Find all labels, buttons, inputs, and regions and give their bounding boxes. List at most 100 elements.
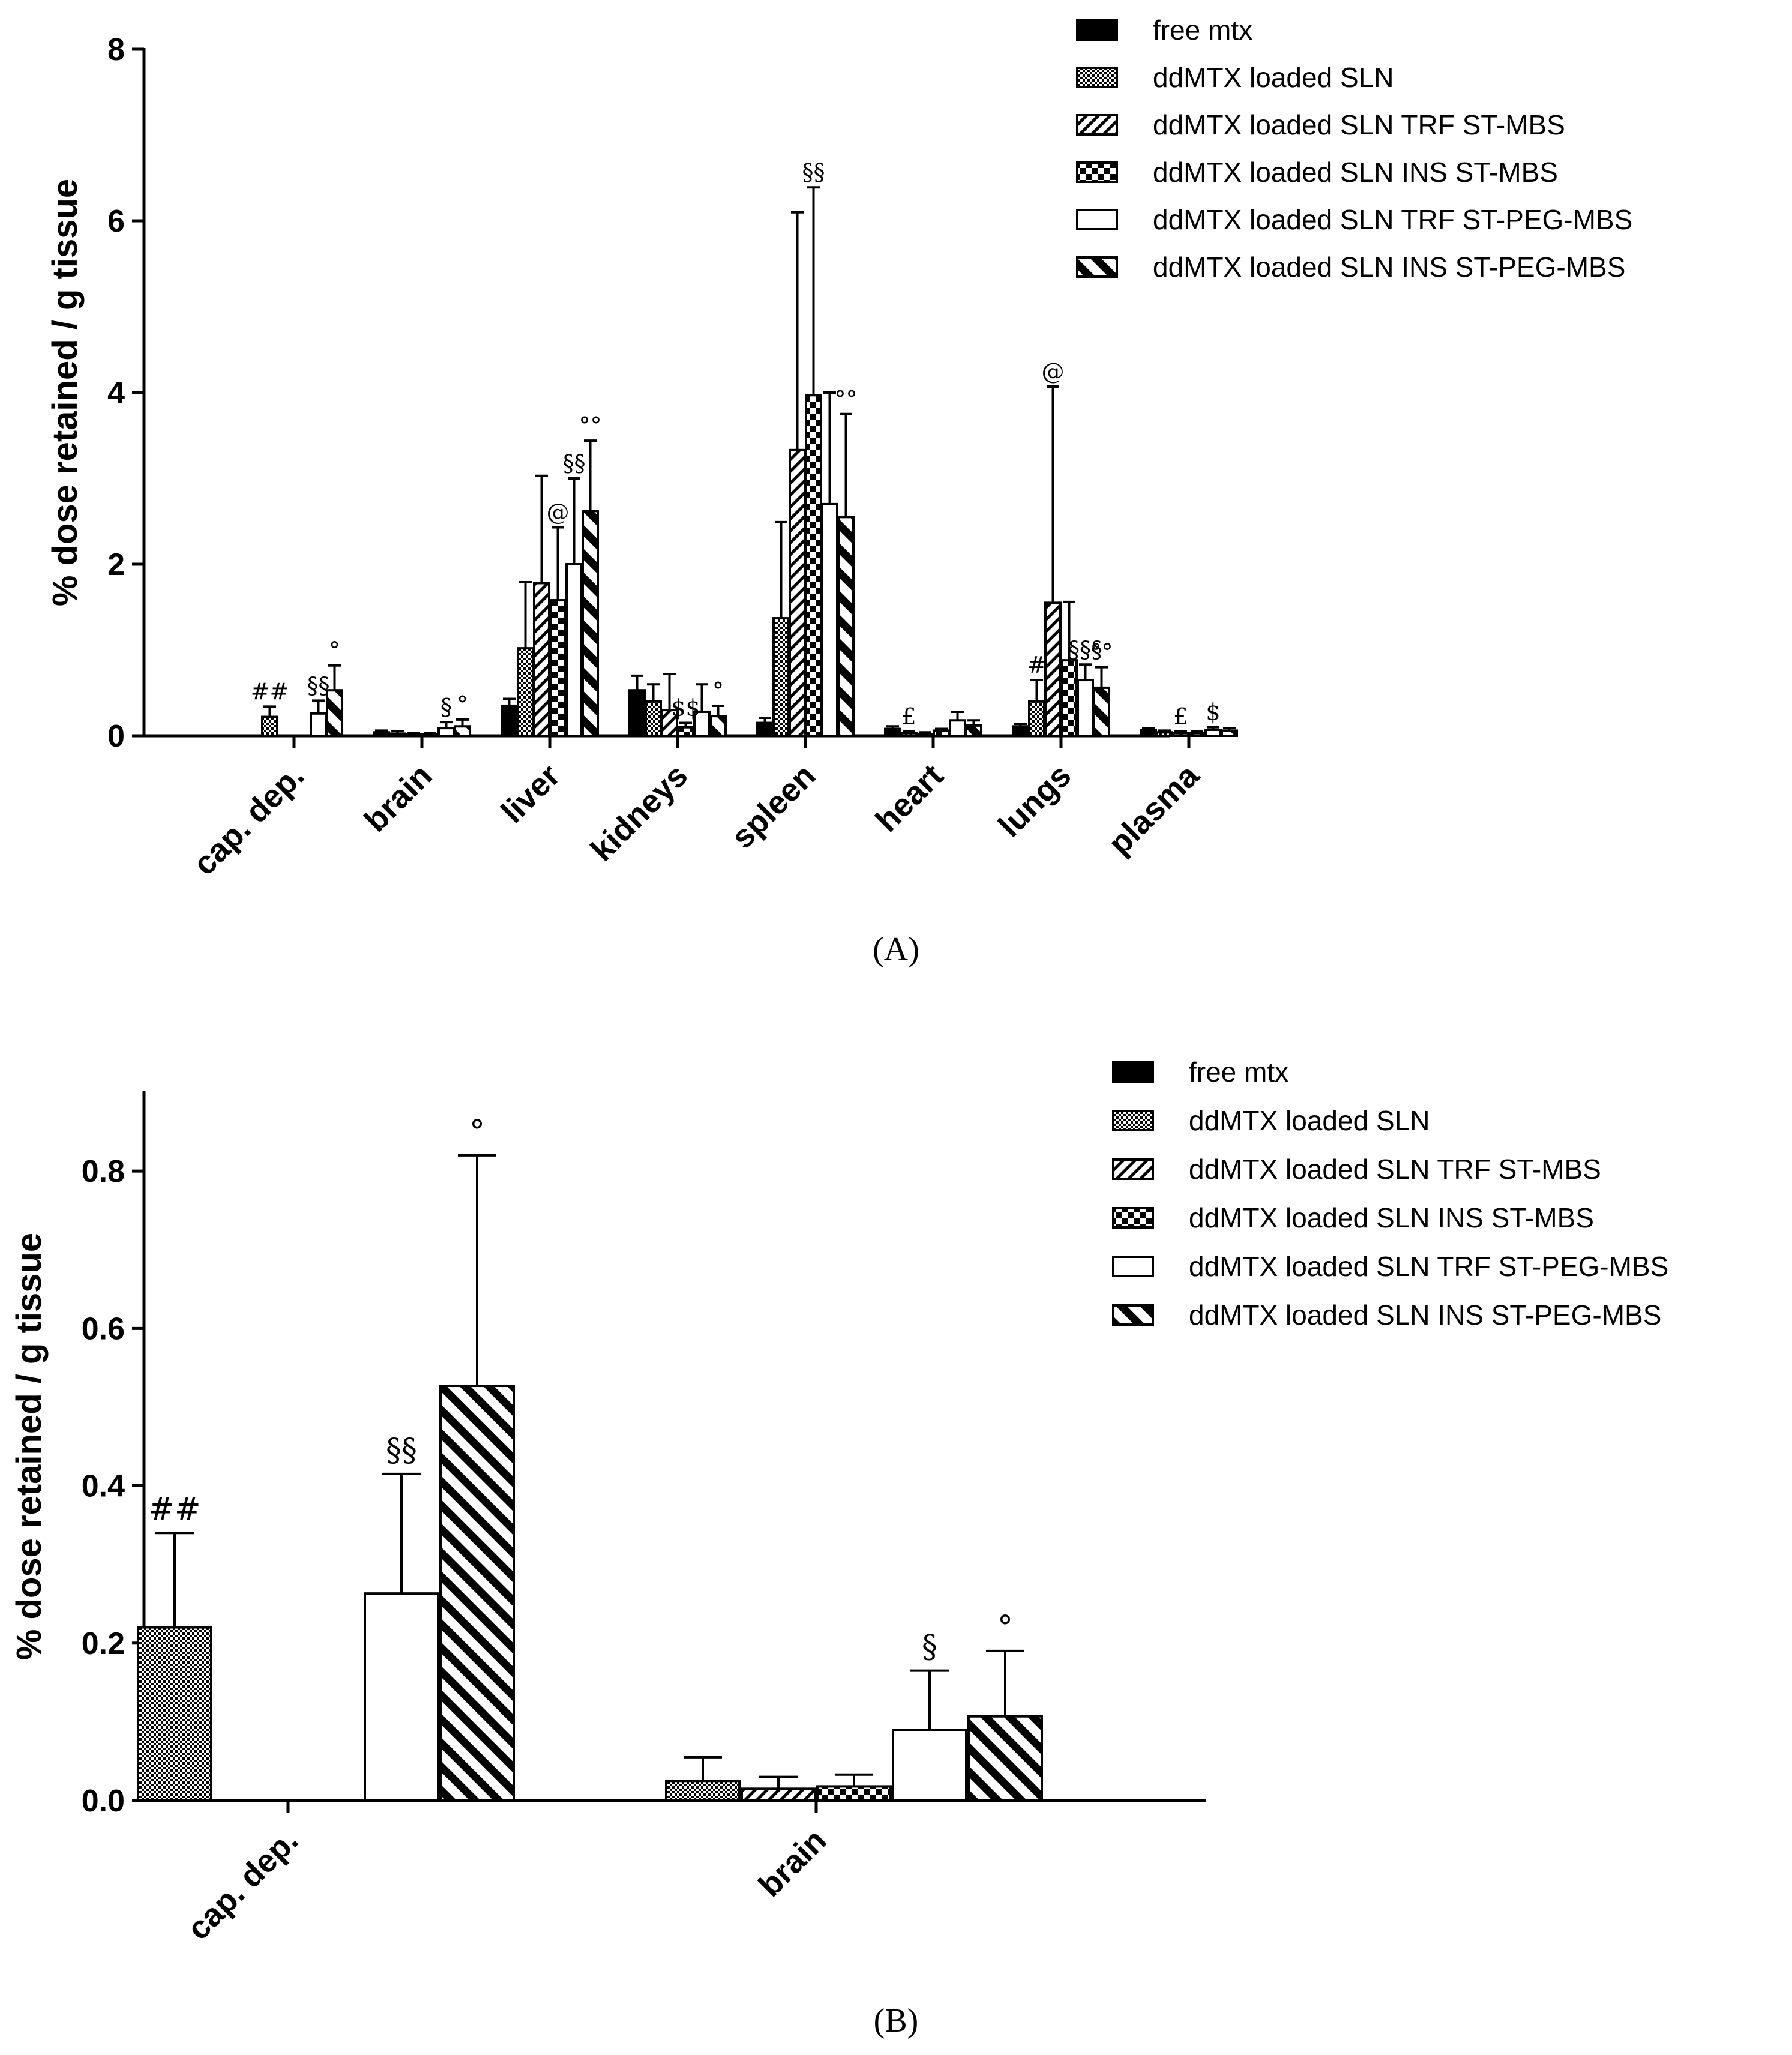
- significance-annotation: §§: [563, 450, 586, 477]
- bar: [517, 647, 534, 738]
- x-tick-label: brain: [358, 757, 439, 839]
- bar: [1140, 728, 1157, 737]
- x-tick-label: spleen: [724, 757, 822, 855]
- y-tick-label: 0: [107, 719, 125, 754]
- panel-label: (B): [874, 2002, 919, 2039]
- y-axis-title: % dose retained / g tissue: [10, 1233, 49, 1660]
- y-tick-label: 0.4: [82, 1469, 125, 1504]
- legend-swatch: [1076, 161, 1118, 183]
- legend-label: free mtx: [1153, 14, 1252, 46]
- legend-swatch: [1112, 1061, 1154, 1083]
- bar: [454, 725, 471, 738]
- bar: [310, 712, 327, 737]
- significance-annotation: #: [1027, 652, 1047, 678]
- y-tick-label: 0.6: [82, 1311, 125, 1346]
- x-tick-label: cap. dep.: [187, 757, 311, 882]
- legend-swatch: [1112, 1207, 1154, 1229]
- bar: [1028, 700, 1045, 738]
- legend-label: ddMTX loaded SLN TRF ST-PEG-MBS: [1153, 204, 1632, 235]
- bar: [1221, 729, 1238, 738]
- significance-annotation: °: [712, 678, 724, 704]
- y-tick-label: 0.0: [82, 1784, 125, 1819]
- bar: [1093, 686, 1110, 738]
- legend-label: ddMTX loaded SLN INS ST-PEG-MBS: [1189, 1299, 1661, 1331]
- significance-annotation: §: [922, 1629, 937, 1665]
- bar: [1156, 731, 1173, 738]
- legend-label: ddMTX loaded SLN: [1189, 1105, 1430, 1136]
- legend-swatch: [1112, 1110, 1154, 1131]
- bar: [892, 1729, 967, 1802]
- significance-annotation: $$: [671, 695, 700, 721]
- y-tick-label: 2: [107, 547, 125, 582]
- bar: [533, 582, 550, 738]
- significance-annotation: ##: [148, 1491, 200, 1527]
- x-tick-label: cap. dep.: [181, 1822, 305, 1947]
- bar: [900, 732, 918, 737]
- significance-annotation: °°: [579, 412, 602, 439]
- bar: [1077, 679, 1094, 738]
- y-tick-label: 0.2: [82, 1626, 125, 1661]
- bar: [261, 715, 278, 738]
- legend-label: ddMTX loaded SLN TRF ST-MBS: [1189, 1154, 1601, 1185]
- significance-annotation: @: [1042, 358, 1065, 385]
- bar: [967, 1715, 1043, 1802]
- bar: [1172, 732, 1189, 737]
- legend-label: ddMTX loaded SLN: [1153, 62, 1394, 93]
- bar: [741, 1787, 816, 1802]
- bar: [645, 700, 662, 738]
- significance-annotation: °: [457, 691, 468, 718]
- significance-annotation: °: [469, 1114, 485, 1150]
- bar: [1204, 728, 1222, 737]
- legend-label: ddMTX loaded SLN TRF ST-PEG-MBS: [1189, 1251, 1668, 1282]
- x-tick-label: lungs: [991, 757, 1078, 844]
- legend-label: ddMTX loaded SLN INS ST-MBS: [1153, 157, 1558, 188]
- bar: [389, 732, 406, 738]
- legend-label: free mtx: [1189, 1056, 1288, 1088]
- bar: [1044, 601, 1062, 737]
- y-axis-title: % dose retained / g tissue: [46, 179, 85, 606]
- bar: [837, 516, 855, 737]
- bar: [1060, 659, 1078, 738]
- bar: [816, 1785, 892, 1802]
- legend-label: ddMTX loaded SLN TRF ST-MBS: [1153, 109, 1565, 140]
- panel-a-chart: 0 2 4 6 8 % dose retained / g tissue cap. dep.…: [46, 14, 1632, 968]
- bar: [805, 394, 822, 737]
- significance-annotation: §§: [307, 672, 330, 699]
- significance-annotation: §§: [802, 159, 825, 185]
- bar: [437, 727, 455, 738]
- legend-swatch: [1112, 1158, 1154, 1180]
- x-tick-label: plasma: [1101, 757, 1206, 862]
- significance-annotation: °°: [835, 386, 858, 412]
- bar: [501, 704, 518, 737]
- significance-annotation: §: [440, 694, 452, 720]
- significance-annotation: ##: [251, 678, 289, 705]
- legend-swatch: [1076, 256, 1118, 278]
- significance-annotation: °: [997, 1610, 1013, 1646]
- significance-annotation: °°: [1090, 639, 1113, 666]
- bar: [916, 733, 934, 738]
- significance-annotation: £: [901, 703, 916, 730]
- bar: [373, 731, 390, 738]
- bar: [582, 510, 599, 738]
- legend-swatch: [1076, 209, 1118, 230]
- legend-swatch: [1076, 19, 1118, 41]
- significance-annotation: °: [329, 637, 340, 664]
- x-tick-label: kidneys: [584, 757, 695, 868]
- y-tick-label: 6: [107, 204, 125, 239]
- legend-swatch: [1112, 1256, 1154, 1277]
- bar: [677, 726, 694, 737]
- bar: [665, 1780, 741, 1802]
- legend-swatch: [1112, 1304, 1154, 1326]
- bar: [884, 727, 901, 738]
- legend-swatch: [1076, 67, 1118, 88]
- legend-label: ddMTX loaded SLN INS ST-MBS: [1189, 1202, 1594, 1233]
- bar: [772, 617, 790, 737]
- x-tick-label: brain: [752, 1822, 834, 1904]
- bar: [421, 733, 439, 738]
- bar: [1188, 732, 1206, 737]
- y-tick-label: 4: [107, 376, 125, 411]
- significance-annotation: §§: [386, 1433, 417, 1469]
- y-tick-label: 8: [107, 32, 125, 67]
- bar: [756, 721, 774, 738]
